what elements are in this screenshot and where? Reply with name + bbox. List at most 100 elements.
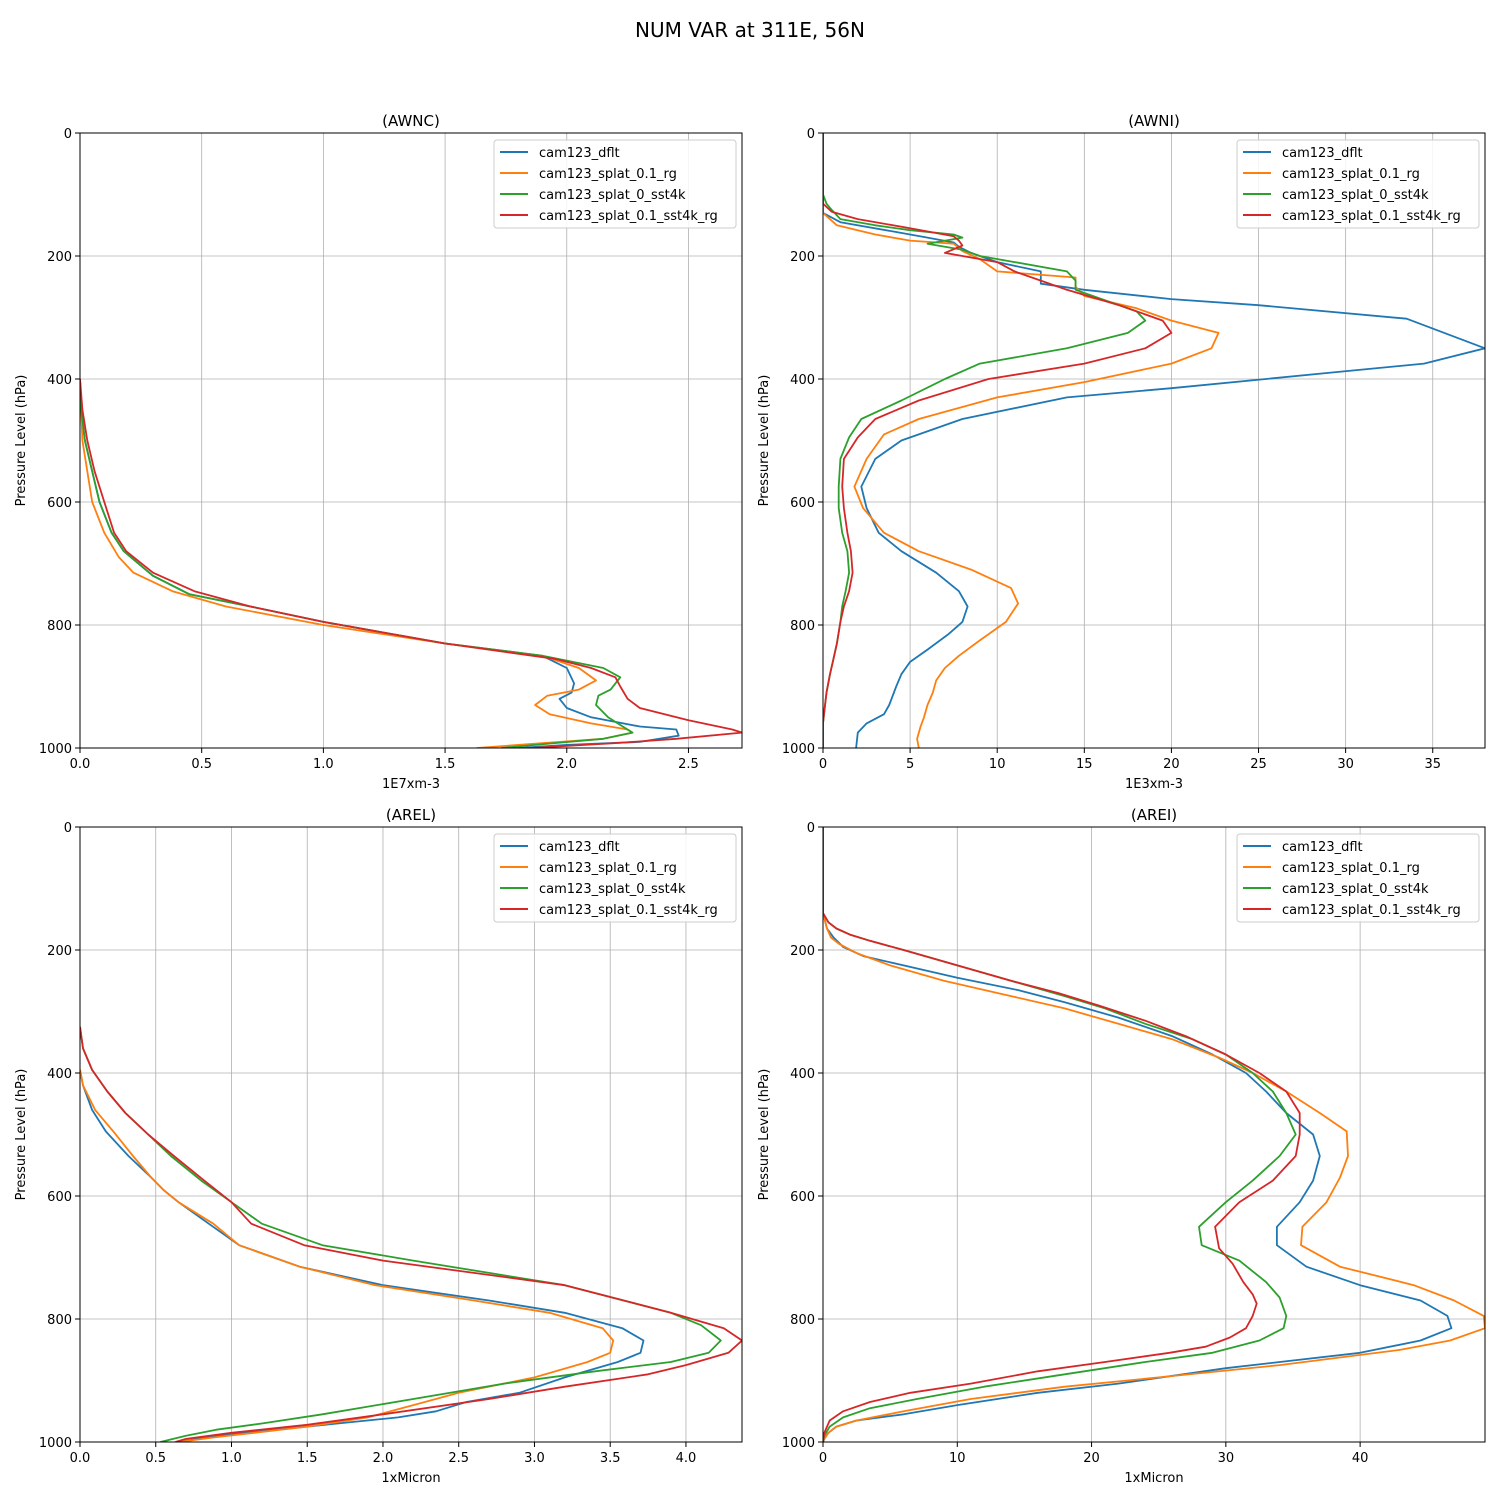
y-tick-label: 800 [47, 619, 72, 634]
chart-panel-0: 0.0 0.5 1.0 1.5 2.0 2.5 0 200 400 600 800 1000 (AWNC… [14, 112, 743, 792]
x-tick-label: 40 [1352, 1451, 1369, 1466]
x-tick-label: 0.5 [191, 757, 212, 772]
legend-box [1236, 833, 1480, 923]
x-tick-label: 1.0 [313, 757, 334, 772]
panel-title: (AWNI) [1128, 112, 1180, 130]
x-tick-label: 1.5 [435, 757, 456, 772]
figure-suptitle: NUM VAR at 311E, 56N [635, 18, 865, 42]
legend-entry: cam123_splat_0_sst4k [539, 188, 686, 203]
x-tick-label: 15 [1076, 757, 1093, 772]
legend: cam123_dflt cam123_splat_0.1_rg cam123_spl… [493, 139, 737, 229]
y-tick-label: 800 [47, 1313, 72, 1328]
x-tick-label: 30 [1337, 757, 1354, 772]
grid [79, 132, 742, 749]
x-axis-label: 1xMicron [381, 1471, 440, 1486]
y-axis-label: Pressure Level (hPa) [14, 375, 29, 507]
x-tick-label: 20 [1163, 757, 1180, 772]
y-axis-label: Pressure Level (hPa) [757, 1069, 772, 1201]
legend-box [493, 139, 737, 229]
x-tick-label: 0.0 [70, 757, 91, 772]
y-tick-label: 0 [64, 821, 72, 836]
panel-title: (AREL) [386, 806, 436, 824]
y-tick-label: 400 [790, 373, 815, 388]
legend-entry: cam123_splat_0.1_sst4k_rg [1282, 209, 1461, 224]
y-tick-label: 600 [47, 496, 72, 511]
series-lines [80, 1026, 742, 1442]
y-tick-label: 1000 [39, 742, 72, 757]
x-tick-label: 4.0 [676, 1451, 697, 1466]
y-tick-label: 800 [790, 1313, 815, 1328]
series-lines [823, 133, 1485, 748]
series-line-cam123_dflt [80, 1069, 645, 1442]
x-tick-label: 0 [819, 757, 827, 772]
legend: cam123_dflt cam123_splat_0.1_rg cam123_spl… [1236, 833, 1480, 923]
y-tick-label: 600 [790, 496, 815, 511]
y-tick-label: 0 [807, 127, 815, 142]
legend-entry: cam123_dflt [1282, 146, 1363, 161]
panel-title: (AREI) [1131, 806, 1177, 824]
x-tick-label: 20 [1083, 1451, 1100, 1466]
legend-entry: cam123_splat_0.1_rg [1282, 167, 1420, 182]
y-tick-label: 600 [790, 1190, 815, 1205]
x-axis-label: 1E3xm-3 [1125, 777, 1183, 792]
x-tick-label: 1.0 [221, 1451, 242, 1466]
y-tick-label: 200 [790, 944, 815, 959]
legend-entry: cam123_dflt [539, 840, 620, 855]
legend-entry: cam123_dflt [539, 146, 620, 161]
y-tick-label: 400 [790, 1067, 815, 1082]
legend-entry: cam123_splat_0.1_sst4k_rg [1282, 903, 1461, 918]
x-tick-label: 30 [1218, 1451, 1235, 1466]
y-tick-label: 200 [790, 250, 815, 265]
y-tick-label: 200 [47, 944, 72, 959]
y-axis-label: Pressure Level (hPa) [757, 375, 772, 507]
legend-box [1236, 139, 1480, 229]
y-tick-label: 200 [47, 250, 72, 265]
series-line-cam123_splat_0_sst4k [80, 378, 634, 748]
chart-panel-2: 0.0 0.5 1.0 1.5 2.0 2.5 3.0 3.5 4.0 0 200 400 600 800… [14, 806, 743, 1486]
y-tick-label: 1000 [39, 1436, 72, 1451]
legend-entry: cam123_splat_0.1_sst4k_rg [539, 903, 718, 918]
legend: cam123_dflt cam123_splat_0.1_rg cam123_spl… [493, 833, 737, 923]
x-tick-label: 3.5 [600, 1451, 621, 1466]
series-lines [823, 827, 1485, 1442]
x-tick-label: 0.0 [70, 1451, 91, 1466]
panels: 0.0 0.5 1.0 1.5 2.0 2.502004006008001000(AWNC… [14, 112, 1486, 1486]
legend: cam123_dflt cam123_splat_0.1_rg cam123_spl… [1236, 139, 1480, 229]
legend-entry: cam123_splat_0.1_rg [539, 861, 677, 876]
y-tick-label: 0 [64, 127, 72, 142]
legend-entry: cam123_splat_0_sst4k [1282, 188, 1429, 203]
x-axis-label: 1xMicron [1124, 1471, 1183, 1486]
legend-entry: cam123_splat_0.1_sst4k_rg [539, 209, 718, 224]
axes-frame [79, 132, 743, 749]
x-tick-label: 10 [989, 757, 1006, 772]
legend-box [493, 833, 737, 923]
series-lines [80, 378, 742, 748]
x-tick-label: 2.0 [556, 757, 577, 772]
series-line-cam123_splat_0.1_sst4k_rg [80, 1026, 742, 1442]
x-tick-label: 1.5 [297, 1451, 318, 1466]
x-tick-label: 3.0 [524, 1451, 545, 1466]
series-line-cam123_splat_0.1_sst4k_rg [823, 827, 1301, 1442]
grid [79, 826, 742, 1443]
series-line-cam123_dflt [823, 827, 1453, 1442]
legend-entry: cam123_splat_0_sst4k [1282, 882, 1429, 897]
axes-frame [822, 132, 1486, 749]
y-tick-label: 0 [807, 821, 815, 836]
legend-entry: cam123_splat_0_sst4k [539, 882, 686, 897]
x-tick-label: 2.5 [448, 1451, 469, 1466]
series-line-cam123_splat_0.1_sst4k_rg [80, 378, 742, 748]
axes-frame [79, 826, 743, 1443]
x-tick-label: 35 [1424, 757, 1441, 772]
x-tick-label: 10 [949, 1451, 966, 1466]
series-line-cam123_splat_0.1_sst4k_rg [823, 133, 1173, 748]
y-tick-label: 400 [47, 1067, 72, 1082]
series-line-cam123_dflt [823, 133, 1485, 748]
y-tick-label: 600 [47, 1190, 72, 1205]
chart-panel-1: 0 5 10 15 20 25 30 35 0 200 400 600 800 1000 (AWNI) 1E3… [757, 112, 1486, 792]
x-tick-label: 2.5 [678, 757, 699, 772]
y-tick-label: 400 [47, 373, 72, 388]
y-tick-label: 1000 [782, 742, 815, 757]
panel-title: (AWNC) [382, 112, 440, 130]
y-tick-label: 1000 [782, 1436, 815, 1451]
